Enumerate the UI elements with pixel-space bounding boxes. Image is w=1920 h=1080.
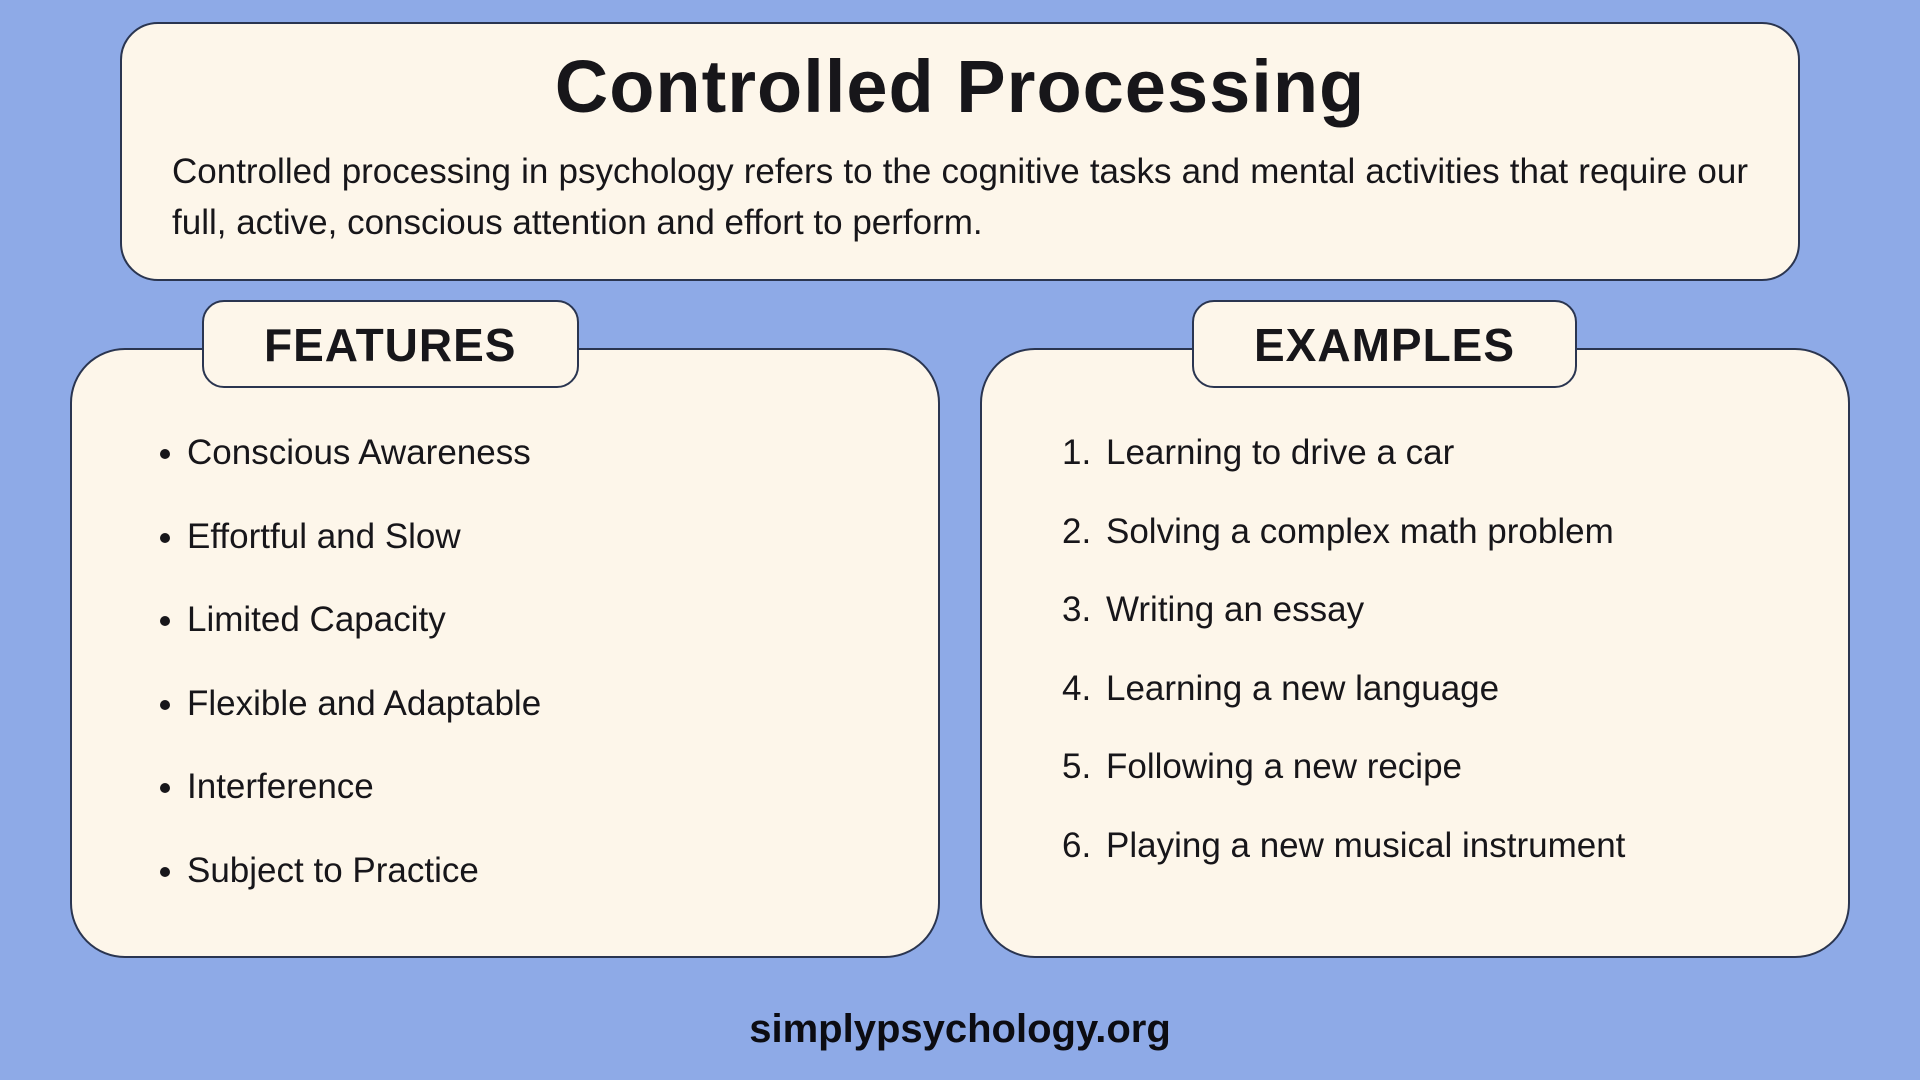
list-item: Subject to Practice xyxy=(187,848,898,894)
list-item: Effortful and Slow xyxy=(187,514,898,560)
list-item: Conscious Awareness xyxy=(187,430,898,476)
list-item: Flexible and Adaptable xyxy=(187,681,898,727)
examples-list: Learning to drive a car Solving a comple… xyxy=(1052,430,1808,868)
footer-attribution: simplypsychology.org xyxy=(0,1007,1920,1052)
page-title: Controlled Processing xyxy=(172,44,1748,129)
features-tab: FEATURES xyxy=(202,300,579,388)
header-card: Controlled Processing Controlled process… xyxy=(120,22,1800,281)
list-item: Limited Capacity xyxy=(187,597,898,643)
examples-card: EXAMPLES Learning to drive a car Solving… xyxy=(980,348,1850,958)
list-item: Learning a new language xyxy=(1062,666,1808,712)
features-list: Conscious Awareness Effortful and Slow L… xyxy=(142,430,898,893)
columns-container: FEATURES Conscious Awareness Effortful a… xyxy=(70,348,1850,958)
list-item: Writing an essay xyxy=(1062,587,1808,633)
features-card: FEATURES Conscious Awareness Effortful a… xyxy=(70,348,940,958)
list-item: Following a new recipe xyxy=(1062,744,1808,790)
list-item: Learning to drive a car xyxy=(1062,430,1808,476)
list-item: Playing a new musical instrument xyxy=(1062,823,1808,869)
list-item: Interference xyxy=(187,764,898,810)
page-description: Controlled processing in psychology refe… xyxy=(172,147,1748,249)
list-item: Solving a complex math problem xyxy=(1062,509,1808,555)
examples-tab: EXAMPLES xyxy=(1192,300,1577,388)
